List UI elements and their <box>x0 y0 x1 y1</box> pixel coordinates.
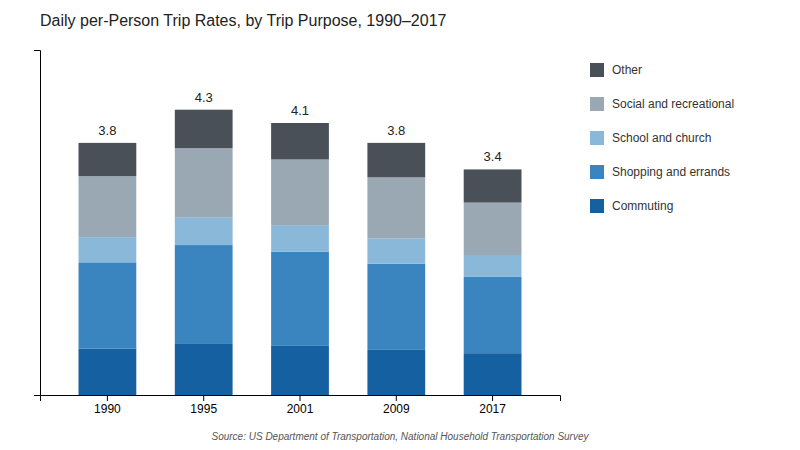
chart: Daily per-Person Trip Rates, by Trip Pur… <box>0 0 800 450</box>
bar <box>175 245 233 343</box>
bar <box>367 143 425 178</box>
bar <box>464 353 522 395</box>
legend-label: Social and recreational <box>612 97 734 111</box>
bar <box>271 159 329 225</box>
total-label: 3.4 <box>484 149 502 164</box>
bar <box>271 346 329 395</box>
bar <box>367 238 425 263</box>
bar <box>79 176 137 237</box>
x-tick-mark <box>396 395 397 401</box>
bar <box>271 252 329 346</box>
bar <box>271 225 329 252</box>
x-tick-label: 2001 <box>287 402 314 416</box>
bar <box>79 349 137 395</box>
x-axis: 1990 1995 2001 2009 2017 <box>41 395 561 416</box>
x-tick-mark <box>107 395 108 401</box>
bar <box>464 255 522 277</box>
legend-swatch <box>590 165 604 179</box>
bar <box>367 177 425 238</box>
total-label: 3.8 <box>387 123 405 138</box>
bar-series <box>79 110 522 203</box>
legend-item: Other <box>590 63 642 77</box>
bar-series <box>79 245 522 353</box>
bar <box>175 217 233 245</box>
x-tick-mark <box>203 395 204 401</box>
bar <box>464 169 522 202</box>
y-axis-line <box>34 51 41 396</box>
legend-item: Social and recreational <box>590 97 734 111</box>
x-tick-label: 2017 <box>479 402 506 416</box>
legend-swatch <box>590 97 604 111</box>
x-tick: 2001 <box>287 395 314 416</box>
legend-label: Shopping and errands <box>612 165 730 179</box>
bar <box>271 123 329 159</box>
x-tick: 2017 <box>479 395 506 416</box>
bar <box>79 262 137 348</box>
legend-label: Commuting <box>612 199 673 213</box>
bar <box>464 203 522 255</box>
x-tick: 1995 <box>190 395 217 416</box>
source-note: Source: US Department of Transportation,… <box>211 431 589 442</box>
legend-item: School and church <box>590 131 711 145</box>
bar-series <box>79 343 522 395</box>
bar <box>79 237 137 262</box>
bar <box>367 350 425 395</box>
x-tick-mark <box>492 395 493 401</box>
x-tick-label: 1995 <box>190 402 217 416</box>
legend-swatch <box>590 199 604 213</box>
legend-swatch <box>590 63 604 77</box>
y-axis <box>34 51 41 396</box>
title: Daily per-Person Trip Rates, by Trip Pur… <box>40 12 447 29</box>
bar <box>175 148 233 217</box>
bar-series <box>79 148 522 255</box>
legend-label: School and church <box>612 131 711 145</box>
bar-series <box>79 217 522 277</box>
x-tick-mark <box>300 395 301 401</box>
bars <box>79 110 522 395</box>
total-labels: 3.8 4.3 4.1 3.8 3.4 <box>98 90 501 165</box>
bar <box>175 343 233 395</box>
legend-item: Commuting <box>590 199 673 213</box>
plot: 1990 1995 2001 2009 2017 3.8 4.3 4.1 3.8 3.4 <box>34 51 561 416</box>
bar <box>367 264 425 350</box>
total-label: 4.1 <box>291 103 309 118</box>
x-axis-line <box>41 396 561 402</box>
legend: Other Social and recreational School and c… <box>590 63 734 213</box>
x-tick-label: 1990 <box>94 402 121 416</box>
x-tick-label: 2009 <box>383 402 410 416</box>
x-tick: 2009 <box>383 395 410 416</box>
bar <box>175 110 233 148</box>
total-label: 4.3 <box>195 90 213 105</box>
legend-swatch <box>590 131 604 145</box>
x-tick: 1990 <box>94 395 121 416</box>
bar <box>79 143 137 176</box>
total-label: 3.8 <box>98 123 116 138</box>
legend-item: Shopping and errands <box>590 165 730 179</box>
bar <box>464 277 522 353</box>
annotations: Source: US Department of Transportation,… <box>211 431 589 442</box>
legend-label: Other <box>612 63 642 77</box>
